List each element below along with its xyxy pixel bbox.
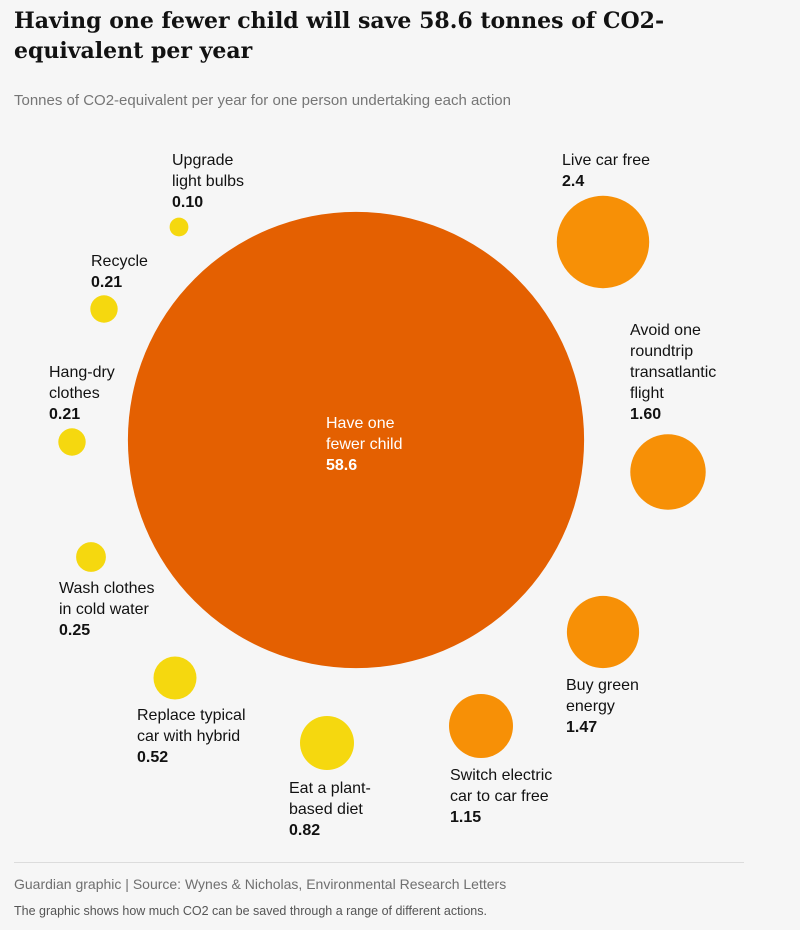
bubble-group: Recycle 0.21 [90,253,148,323]
bubble-value: 1.15 [450,809,481,826]
bubble [127,211,585,669]
bubble [630,434,706,510]
bubble-label-line: Live car free [562,152,650,169]
bubble-group: Eat a plant-based diet 0.82 [289,716,371,839]
bubble-group: Wash clothes in cold water 0.25 [59,542,154,639]
chart-title: Having one fewer child will save 58.6 to… [14,8,665,64]
bubble-label: Hang-dry clothes 0.21 [49,364,115,423]
bubble-chart: Have one fewer child 58.6 Live car free 2.4 A… [49,152,716,839]
bubble-group: Replace typical car with hybrid 0.52 [137,656,246,766]
bubble-label-line: Avoid one [630,322,701,339]
bubble-label: Recycle 0.21 [91,253,148,291]
bubble-value: 1.47 [566,719,597,736]
bubble-label-line: light bulbs [172,173,244,190]
bubble-label-line: energy [566,698,615,715]
bubble-label-line: clothes [49,385,100,402]
bubble [449,694,513,758]
bubble [566,595,640,669]
bubble-label-line: Recycle [91,253,148,270]
bubble-value: 0.52 [137,749,168,766]
bubble-label-line: Replace typical [137,707,246,724]
bubble-group: Avoid one roundtrip transatlantic flight 1.6… [630,322,716,510]
source-credit: Guardian graphic | Source: Wynes & Nicho… [14,876,507,892]
bubble [556,195,650,289]
bubble-label-line: Wash clothes [59,580,154,597]
bubble-group: Live car free 2.4 [556,152,650,289]
bubble-label-line: car with hybrid [137,728,240,745]
bubble-label-line: fewer child [326,436,402,453]
bubble-label-line: car to car free [450,788,549,805]
bubble [76,542,106,572]
bubble-label: Buy green energy 1.47 [566,677,639,736]
bubble-value: 0.21 [91,274,122,291]
bubble-value: 0.25 [59,622,90,639]
chart-subtitle: Tonnes of CO2-equivalent per year for on… [14,92,511,109]
bubble [169,217,189,237]
bubble-value: 0.21 [49,406,80,423]
bubble [153,656,197,700]
bubble-label: Avoid one roundtrip transatlantic flight 1.6… [630,322,716,423]
bubble-group: Have one fewer child 58.6 [127,211,585,669]
bubble-group: Buy green energy 1.47 [566,595,640,736]
bubble [300,716,354,770]
bubble [90,295,118,323]
bubble-label: Wash clothes in cold water 0.25 [59,580,154,639]
bubble-label-line: Switch electric [450,767,552,784]
bubble [58,428,86,456]
bubble-value: 2.4 [562,173,584,190]
bubble-label-line: Buy green [566,677,639,694]
bubble-label: Have one fewer child 58.6 [326,415,402,474]
footer-divider [14,862,744,863]
bubble-label: Switch electric car to car free 1.15 [450,767,552,826]
bubble-label-line: in cold water [59,601,149,618]
bubble-label-line: based diet [289,801,363,818]
bubble-label-line: Have one [326,415,395,432]
bubble-label-line: transatlantic [630,364,716,381]
bubble-label-line: Upgrade [172,152,233,169]
bubble-group: Hang-dry clothes 0.21 [49,364,115,456]
bubble-group: Switch electric car to car free 1.15 [449,694,552,826]
footer-note: The graphic shows how much CO2 can be sa… [14,904,487,918]
bubble-value: 0.82 [289,822,320,839]
bubble-label: Replace typical car with hybrid 0.52 [137,707,246,766]
bubble-label-line: Hang-dry [49,364,115,381]
bubble-label: Upgrade light bulbs 0.10 [172,152,244,211]
bubble-label: Eat a plant-based diet 0.82 [289,780,371,839]
bubble-value: 58.6 [326,457,357,474]
bubble-label-line: Eat a plant- [289,780,371,797]
bubble-value: 0.10 [172,194,203,211]
bubble-value: 1.60 [630,406,661,423]
bubble-label-line: flight [630,385,664,402]
bubble-label: Live car free 2.4 [562,152,650,190]
bubble-label-line: roundtrip [630,343,693,360]
bubble-group: Upgrade light bulbs 0.10 [169,152,244,237]
